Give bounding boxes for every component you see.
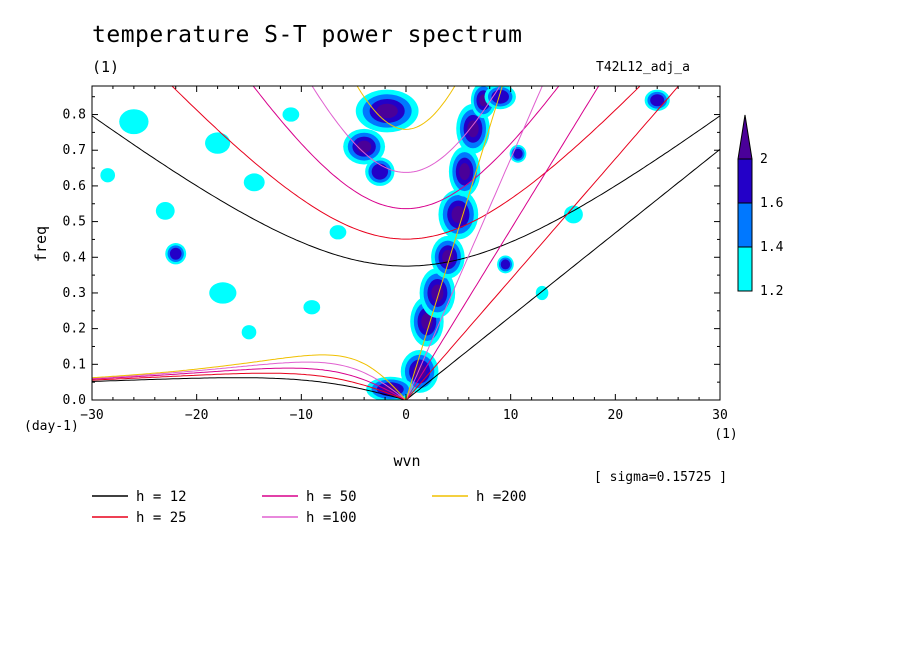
x-tick-label: 20: [608, 408, 624, 423]
colorbar-swatch: [737, 158, 753, 204]
contour-patch: [329, 225, 347, 240]
y-tick-label: 0.0: [63, 393, 86, 408]
contour-patch: [467, 120, 479, 138]
curve-h200: [405, 86, 503, 400]
legend-label: h =200: [476, 489, 527, 505]
x-axis: −30 −20 −10 0 10 20 30: [80, 86, 728, 423]
contour-patch: [459, 163, 470, 181]
contour-patch: [119, 109, 149, 135]
x-tick-label: −10: [290, 408, 313, 423]
contour-patch: [564, 205, 583, 224]
legend-label: h = 50: [306, 489, 357, 505]
contour-patch: [357, 140, 372, 153]
dispersion-curves: [92, 86, 720, 400]
x-unit-label: (1): [714, 427, 737, 442]
colorbar-label: 1.4: [760, 240, 784, 255]
contour-patch: [243, 173, 265, 192]
curve-h200: [356, 86, 456, 130]
colorbar-label: 1.6: [760, 196, 783, 211]
chart-title: temperature S-T power spectrum: [92, 22, 523, 48]
legend-label: h = 25: [136, 510, 187, 526]
y-tick-label: 0.3: [63, 286, 86, 301]
legend-label: h =100: [306, 510, 357, 526]
y-axis-label: freq: [32, 226, 50, 262]
contour-patch: [205, 132, 231, 154]
curve-h12: [92, 115, 720, 267]
colorbar-swatch: [737, 246, 753, 292]
y-unit-label: (day-1): [24, 419, 79, 434]
x-tick-label: −30: [80, 408, 103, 423]
y-axis: 0.0 0.1 0.2 0.3 0.4 0.5 0.6 0.7 0.8: [63, 96, 720, 408]
contour-patch: [209, 282, 237, 304]
curve-h25: [171, 86, 641, 240]
curve-h100: [311, 86, 501, 173]
chart-unit: (1): [92, 58, 120, 76]
curve-h50: [252, 86, 560, 210]
contour-patch: [282, 107, 300, 122]
contour-patch: [155, 201, 175, 220]
run-label: T42L12_adj_a: [596, 60, 690, 75]
contour-patch: [421, 313, 433, 330]
contour-patch: [303, 300, 321, 315]
y-tick-label: 0.8: [63, 108, 86, 123]
colorbar-swatch: [737, 114, 753, 160]
sigma-label: [ sigma=0.15725 ]: [594, 470, 728, 485]
x-tick-label: 0: [402, 408, 410, 423]
contour-patch: [169, 247, 182, 260]
curve-h50: [92, 367, 407, 400]
x-tick-label: −20: [185, 408, 208, 423]
contour-patch: [241, 325, 257, 340]
colorbar-swatch: [737, 202, 753, 248]
colorbar: 1.2 1.4 1.6 2: [737, 114, 784, 299]
colorbar-label: 1.2: [760, 284, 783, 299]
x-tick-label: 10: [503, 408, 519, 423]
y-tick-label: 0.1: [63, 357, 86, 372]
curve-h100: [92, 361, 407, 400]
y-tick-label: 0.4: [63, 250, 87, 265]
contour-patch: [376, 103, 398, 119]
curve-h100: [405, 86, 543, 400]
plot-frame: [91, 85, 721, 401]
contour-patch: [650, 94, 665, 107]
contour-patch: [100, 168, 116, 183]
curve-h200: [92, 354, 407, 400]
contour-patches: [100, 86, 670, 400]
curve-h12: [405, 148, 720, 400]
contour-patch: [513, 148, 523, 159]
curve-h50: [405, 86, 600, 400]
curve-h25: [405, 86, 680, 400]
colorbar-label: 2: [760, 152, 768, 167]
y-tick-label: 0.6: [63, 179, 86, 194]
curve-h25: [92, 372, 407, 400]
x-axis-label: wvn: [393, 452, 420, 470]
y-tick-label: 0.5: [63, 215, 86, 230]
legend: h = 12 h = 25 h = 50 h =100 h =200: [92, 489, 527, 526]
contour-patch: [371, 163, 389, 180]
legend-label: h = 12: [136, 489, 187, 505]
y-tick-label: 0.2: [63, 322, 86, 337]
x-tick-label: 30: [712, 408, 728, 423]
contour-patch: [500, 259, 511, 270]
y-tick-label: 0.7: [63, 143, 86, 158]
curve-h12: [92, 377, 407, 400]
